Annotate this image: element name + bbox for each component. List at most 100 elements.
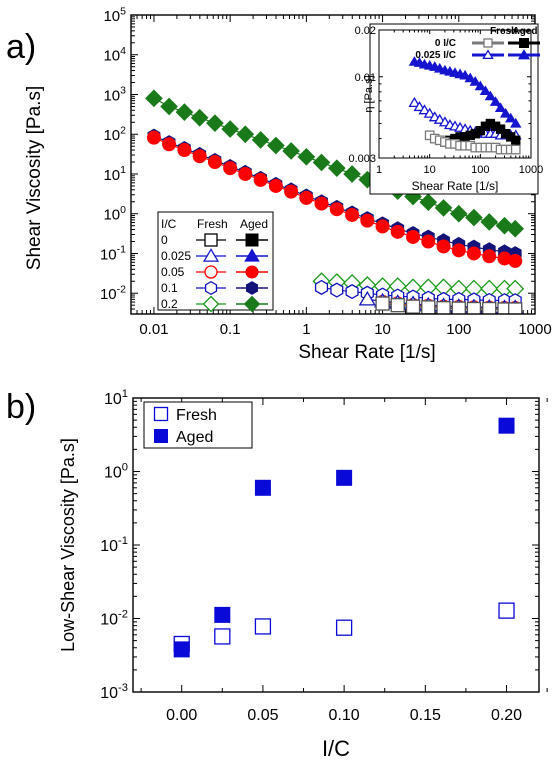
- data-point-circle: [207, 155, 222, 170]
- data-point-hexagon: [345, 283, 359, 300]
- panel-a-x-tick-label: 1000: [518, 321, 551, 338]
- data-point-triangle: [358, 290, 376, 306]
- data-point-triangle: [459, 69, 471, 80]
- data-point-triangle: [499, 107, 512, 118]
- inset-legend-markers: [472, 38, 540, 60]
- panel-a-y-tick-label: 102: [103, 124, 126, 144]
- panel-a-y-tick-label: 103: [103, 85, 126, 105]
- data-point-triangle: [469, 76, 481, 86]
- data-point-circle: [284, 184, 299, 199]
- panel-b-label: b): [6, 388, 36, 426]
- data-point-square: [482, 301, 497, 314]
- panel-a-legend-markers: [196, 233, 268, 313]
- data-point-circle: [238, 166, 253, 181]
- data-point-diamond: [175, 103, 194, 121]
- panel-a-y-tick-label: 105: [103, 5, 126, 25]
- panel-a-legend-header-ic: I/C: [161, 217, 177, 231]
- inset-frame: [378, 29, 532, 159]
- data-point-square: [451, 301, 466, 314]
- panel-b-y-tick-label: 100: [104, 461, 128, 481]
- inset-series-aged-triangle: [408, 56, 522, 128]
- panel-a-y-tick-label: 10-2: [100, 283, 126, 303]
- data-point-triangle: [505, 112, 517, 123]
- legend-marker-fresh-square: [204, 233, 218, 247]
- panel-a-legend-row-1: 0.025: [161, 249, 191, 263]
- legend-marker-aged-hexagon: [246, 281, 258, 295]
- data-point-triangle: [484, 90, 497, 101]
- panel-a-legend: I/C Fresh Aged 0 0.025 0.05 0.1 0.2: [157, 211, 274, 313]
- data-point-diamond: [434, 199, 453, 217]
- panel-a-legend-row-3: 0.1: [161, 281, 178, 295]
- inset-legend-row-1: 0.025 I/C: [415, 50, 456, 61]
- panel-b-series-aged: [173, 417, 515, 658]
- panel-b-y-tick-label: 10-3: [100, 682, 128, 702]
- panel-b-y-tick-label: 101: [104, 388, 128, 408]
- data-point-diamond: [297, 148, 316, 166]
- panel-b-frame: [132, 397, 540, 693]
- data-point-circle: [314, 196, 329, 211]
- inset-legend-header-aged: Aged: [513, 26, 538, 37]
- legend-marker-aged-circle: [245, 265, 259, 279]
- data-point-diamond: [221, 120, 239, 138]
- panel-b-axes: 0.00 0.05 0.10 0.15 0.20 101 100 10-1 10-2 10-3: [100, 388, 548, 724]
- data-point-square: [375, 296, 390, 311]
- legend-marker-fresh-diamond: [202, 295, 220, 313]
- inset-y-tick-label: 0.02: [355, 25, 376, 37]
- inset-series-aged-square: [440, 118, 521, 147]
- panel-a-x-tick-label: 1: [302, 321, 310, 338]
- data-point-diamond: [267, 136, 285, 155]
- inset-background: [369, 23, 539, 195]
- data-point-diamond: [327, 159, 346, 178]
- inset-axes: 1 10 100 1000 0.003 0.01 0.02: [348, 25, 543, 176]
- data-point-square: [436, 301, 451, 314]
- inset-y-label: η [Pa.s]: [363, 75, 375, 112]
- panel-a-y-label: Shear Viscosity [Pa.s]: [24, 86, 45, 270]
- data-point-circle: [421, 234, 436, 249]
- panel-a: a) 0.01 0.1 1 10 100 100010510410310210110010…: [6, 5, 552, 363]
- inset-series-fresh-square: [424, 130, 521, 155]
- panel-a-x-label: Shear Rate [1/s]: [298, 342, 435, 363]
- data-point-triangle: [510, 117, 522, 128]
- series-aged-ic-0.05: [146, 130, 523, 268]
- series-fresh-ic-0: [375, 296, 523, 314]
- data-point-diamond: [465, 208, 483, 227]
- data-point-fresh: [335, 619, 353, 636]
- data-point-diamond: [419, 193, 438, 212]
- data-point-circle: [360, 213, 375, 228]
- data-point-hexagon: [314, 279, 329, 295]
- data-point-square: [510, 144, 521, 155]
- data-point-circle: [162, 137, 177, 152]
- panel-b-y-tick-label: 10-2: [100, 608, 128, 628]
- panel-a-y-tick-label: 100: [103, 204, 126, 224]
- data-point-circle: [146, 130, 161, 145]
- inset-chart: 1 10 100 1000 0.003 0.01 0.02 Shear Rate [1/s]…: [348, 23, 543, 195]
- data-point-circle: [508, 253, 523, 268]
- data-point-fresh: [498, 602, 515, 619]
- data-point-diamond: [495, 216, 514, 235]
- panel-b-legend-markers: [153, 406, 169, 443]
- panel-b-y-label: Low-Shear Viscosity [Pa.s]: [58, 438, 78, 652]
- panel-a-x-tick-label: 100: [446, 321, 471, 338]
- panel-b-legend-fresh: Fresh: [176, 407, 217, 424]
- data-point-aged: [173, 641, 190, 658]
- panel-a-y-tick-label: 104: [103, 45, 126, 65]
- data-point-hexagon: [330, 282, 344, 298]
- panel-a-y-tick-label: 10-1: [100, 244, 126, 264]
- data-point-aged: [254, 479, 271, 496]
- legend-marker-fresh-square: [483, 38, 493, 48]
- data-point-circle: [177, 143, 192, 158]
- data-point-diamond: [506, 219, 525, 238]
- data-point-triangle: [423, 107, 436, 118]
- panel-b-x-tick-label: 0.00: [166, 707, 197, 724]
- legend-marker-fresh: [153, 406, 169, 422]
- data-point-triangle: [494, 102, 507, 113]
- panel-a-x-tick-label: 0.01: [139, 321, 168, 338]
- data-point-circle: [329, 202, 344, 217]
- legend-marker-aged-square: [519, 38, 529, 48]
- data-point-square: [421, 300, 436, 314]
- legend-marker-fresh-triangle: [482, 49, 494, 60]
- data-point-triangle: [418, 104, 431, 115]
- legend-marker-aged-diamond: [243, 295, 261, 313]
- legend-marker-aged: [154, 429, 168, 443]
- inset-legend-row-0: 0 I/C: [435, 38, 456, 49]
